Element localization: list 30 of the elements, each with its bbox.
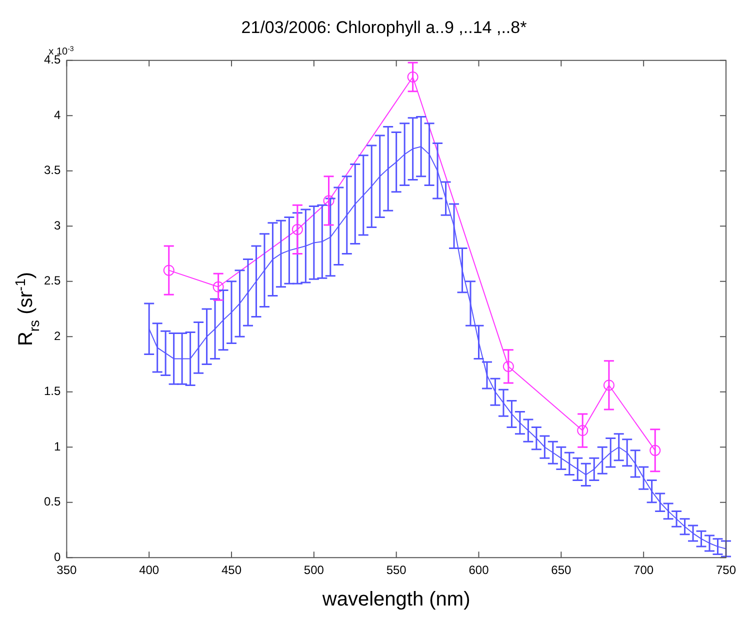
y-tick-label: 1 bbox=[54, 439, 61, 454]
x-tick-label: 500 bbox=[304, 563, 324, 578]
y-tick-label: 1.5 bbox=[44, 384, 61, 398]
y-tick-label: 0.5 bbox=[44, 494, 61, 509]
y-tick-label: 3.5 bbox=[44, 163, 61, 178]
y-tick-label: 4 bbox=[54, 108, 61, 122]
point bbox=[502, 360, 514, 372]
x-axis-title: wavelength (nm) bbox=[321, 588, 470, 611]
x-tick-label: 550 bbox=[386, 563, 407, 578]
point bbox=[603, 380, 614, 391]
x-tick-label: 600 bbox=[468, 563, 490, 578]
y-tick-label: 0 bbox=[54, 550, 61, 564]
y-tick-label: 2.5 bbox=[44, 274, 61, 288]
point bbox=[212, 281, 224, 292]
point bbox=[650, 444, 661, 456]
x-tick-label: 750 bbox=[716, 563, 736, 578]
x-tick-label: 450 bbox=[221, 563, 242, 578]
point bbox=[163, 264, 174, 276]
y-tick-label: 3 bbox=[54, 218, 61, 232]
x-tick-label: 350 bbox=[56, 563, 78, 578]
x-tick-label: 650 bbox=[551, 563, 572, 578]
point bbox=[407, 71, 418, 82]
x-tick-label: 700 bbox=[634, 563, 654, 578]
point bbox=[323, 195, 334, 206]
chart-title: 21/03/2006: Chlorophyll a..9 ,..14 ,..8* bbox=[241, 18, 528, 37]
y-axis-title: Rrs (sr-1) bbox=[12, 272, 42, 346]
y-tick-label: 2 bbox=[54, 328, 61, 343]
x-tick-label: 400 bbox=[139, 563, 160, 578]
point bbox=[292, 224, 303, 235]
point bbox=[577, 425, 588, 436]
